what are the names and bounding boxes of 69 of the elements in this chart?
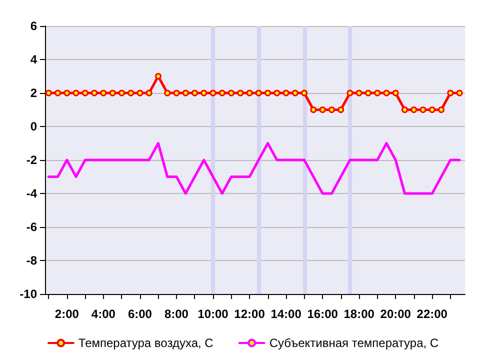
point: [438, 106, 445, 113]
point: [146, 90, 152, 96]
y-tick-label: -6: [26, 220, 38, 234]
x-tick-label: 10:00: [198, 307, 229, 321]
point: [346, 90, 354, 96]
point: [54, 90, 62, 96]
point: [364, 90, 372, 96]
y-tick-label: -4: [26, 186, 38, 200]
x-tick-label: 6:00: [128, 307, 152, 321]
point: [401, 106, 408, 113]
point: [200, 90, 208, 96]
point: [45, 90, 52, 96]
y-tick-label: -2: [26, 153, 38, 167]
point: [154, 73, 162, 80]
x-tick-label: 18:00: [344, 307, 375, 321]
point: [173, 90, 180, 96]
point: [338, 106, 344, 113]
point: [91, 90, 98, 96]
point: [128, 90, 134, 96]
point: [292, 90, 298, 96]
point: [356, 90, 362, 96]
y-tick-label: 0: [30, 120, 38, 134]
x-tick-label: 4:00: [91, 307, 116, 321]
point: [136, 90, 144, 96]
y-tick-label: 2: [30, 86, 38, 100]
point: [118, 90, 125, 96]
point: [383, 90, 390, 96]
point: [447, 90, 454, 96]
point: [282, 90, 290, 96]
legend-label: Температура воздуха, С: [78, 336, 214, 350]
point: [319, 106, 326, 113]
x-tick-label: 8:00: [164, 307, 189, 321]
x-tick-label: 16:00: [307, 307, 338, 321]
point: [255, 90, 262, 96]
x-tick-label: 20:00: [380, 307, 412, 321]
point: [301, 90, 308, 96]
point: [182, 90, 189, 96]
point: [374, 90, 381, 96]
y-tick-label: -10: [20, 287, 38, 301]
line-series: [47, 142, 461, 195]
point: [264, 90, 272, 96]
point: [64, 90, 70, 96]
point: [210, 90, 216, 96]
point: [228, 90, 235, 96]
point: [109, 90, 116, 96]
point: [237, 90, 244, 96]
point: [420, 106, 426, 113]
point: [72, 90, 80, 96]
point: [218, 90, 226, 96]
y-tick-label: 4: [30, 52, 38, 66]
x-tick-label: 12:00: [234, 307, 266, 321]
legend-label: Субъективная температура, С: [269, 336, 439, 350]
point: [328, 106, 335, 113]
point: [456, 90, 463, 96]
y-tick-label: 6: [30, 19, 38, 33]
y-tick-label: -8: [26, 254, 38, 268]
point: [274, 90, 280, 96]
x-tick-label: 22:00: [416, 307, 448, 321]
point: [164, 90, 171, 96]
point: [246, 90, 253, 96]
point: [100, 90, 107, 96]
x-tick-label: 2:00: [54, 307, 80, 321]
point: [191, 90, 198, 96]
point: [410, 106, 418, 113]
x-tick-label: 14:00: [270, 307, 302, 321]
point: [428, 106, 436, 113]
point: [310, 106, 317, 113]
point: [392, 90, 399, 96]
point: [82, 90, 88, 96]
